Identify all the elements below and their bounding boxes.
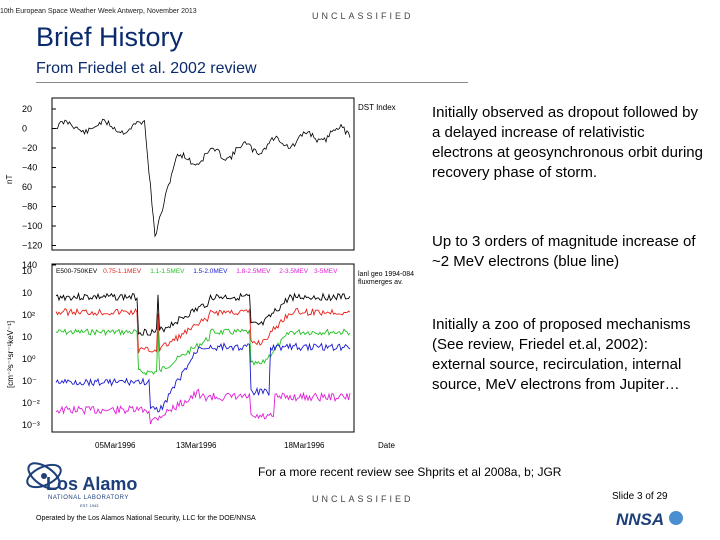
classification-bottom: UNCLASSIFIED [312, 494, 414, 504]
flux-y-tick: 10 [22, 288, 32, 298]
dst-y-tick: 140 [22, 260, 37, 270]
channel-label: 0.75-1.1MEV [103, 268, 142, 275]
dst-y-tick: −20 [22, 143, 37, 153]
flux-y-tick: 10⁰ [22, 354, 36, 364]
flux-y-label: [cm⁻²s⁻¹sr⁻¹keV⁻¹] [6, 321, 15, 388]
dst-y-label: nT [5, 175, 14, 184]
dst-y-tick: 20 [22, 104, 32, 114]
nnsa-text: NNSA [616, 510, 664, 529]
title-divider [36, 82, 468, 83]
dst-y-tick: −100 [22, 221, 42, 231]
bullet-3: Initially a zoo of proposed mechanisms (… [432, 316, 691, 393]
channel-label: E500-750KEV [56, 268, 98, 275]
dst-y-ticks: 20 0 −20 −40 60 −80 −100 −120 140 [22, 104, 56, 270]
logo-name: Los Alamos [46, 474, 138, 494]
channel-label: 2-3.5MEV [279, 268, 309, 275]
dst-y-tick: −120 [22, 241, 42, 251]
satellite-label: lanl geo 1994-084 [358, 271, 414, 278]
flux-series-magenta [55, 388, 351, 425]
logo-subname: NATIONAL LABORATORY [48, 495, 129, 501]
x-axis-label: Date [378, 441, 395, 450]
dst-y-tick: 60 [22, 182, 32, 192]
nnsa-logo: NNSA [612, 508, 686, 529]
dst-y-tick: 0 [22, 124, 27, 134]
flux-panel: 10 10 10² 10 10⁰ 10⁻ 10⁻² 10⁻³ [cm⁻²s⁻¹sr⁻¹keV⁻… [6, 263, 414, 450]
dst-y-tick: −80 [22, 202, 37, 212]
channel-label: 1.5-2.0MEV [193, 268, 228, 275]
channel-label: 3-5MEV [314, 268, 338, 275]
satellite-note: fluxmerges av. [358, 279, 403, 286]
dst-flux-figure: DST Index 20 0 −20 −40 60 −80 −100 −120 140 nT 1… [5, 97, 414, 450]
dst-panel: DST Index 20 0 −20 −40 60 −80 −100 −120 140 nT [5, 97, 396, 270]
logo-est: EST. 1943 [80, 503, 99, 508]
channel-labels: E500-750KEV 0.75-1.1MEV 1.1-1.5MEV 1.5-2.0M… [56, 268, 338, 275]
flux-y-tick: 10 [22, 332, 32, 342]
flux-y-tick: 10² [22, 310, 35, 320]
x-tick-1: 05Mar1996 [95, 441, 136, 450]
dst-series-line [55, 118, 351, 238]
flux-y-tick: 10⁻³ [22, 420, 40, 430]
slide-number: Slide 3 of 29 [612, 491, 668, 502]
reference-note: For a more recent review see Shprits et … [258, 465, 562, 479]
classification-top: UNCLASSIFIED [312, 11, 414, 21]
conference-header: 10th European Space Weather Week Antwerp… [0, 8, 197, 15]
x-tick-2: 13Mar1996 [176, 441, 217, 450]
slide-subtitle: From Friedel et al. 2002 review [36, 60, 257, 77]
dst-y-tick: −40 [22, 163, 37, 173]
channel-label: 1.1-1.5MEV [150, 268, 185, 275]
channel-label: 1.8-2.5MEV [236, 268, 271, 275]
x-tick-3: 18Mar1996 [284, 441, 325, 450]
flux-series-blue [55, 342, 351, 413]
logo-mark-icon [26, 462, 62, 490]
slide-title: Brief History [36, 22, 184, 52]
flux-y-tick: 10⁻ [22, 376, 37, 386]
flux-panel-frame [51, 263, 355, 433]
operator-note: Operated by the Los Alamos National Secu… [36, 515, 256, 522]
dst-label: DST Index [358, 103, 396, 112]
flux-y-tick: 10 [22, 266, 32, 276]
flux-y-tick: 10⁻² [22, 398, 40, 408]
bullet-1: Initially observed as dropout followed b… [432, 104, 703, 181]
los-alamos-logo: Los Alamos NATIONAL LABORATORY EST. 1943 [26, 462, 138, 508]
bullet-2: Up to 3 orders of magnitude increase of … [432, 233, 696, 270]
flux-y-ticks: 10 10 10² 10 10⁰ 10⁻ 10⁻² 10⁻³ [22, 266, 40, 430]
dst-panel-frame [51, 97, 355, 251]
flux-series-green [55, 328, 351, 376]
globe-icon [669, 511, 683, 525]
flux-series-red [55, 307, 351, 354]
flux-series-black [55, 291, 351, 336]
